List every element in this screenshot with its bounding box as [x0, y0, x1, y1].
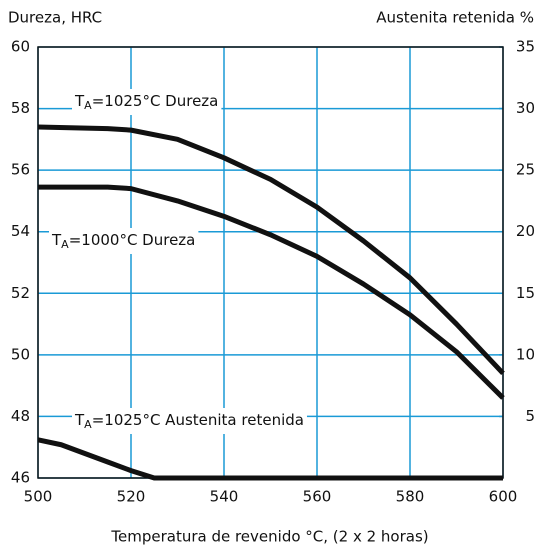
x-tick-label: 560 — [303, 488, 332, 506]
y-tick-label: 46 — [11, 469, 30, 487]
line — [37, 437, 503, 481]
annotation-bg — [49, 228, 199, 254]
x-axis-label: Temperatura de revenido °C, (2 x 2 horas… — [110, 528, 428, 546]
x-tick-label: 580 — [396, 488, 425, 506]
x-tick-label: 500 — [24, 488, 53, 506]
line — [37, 124, 505, 376]
y-tick-label: 52 — [11, 284, 30, 302]
y-tick-label: 48 — [11, 407, 30, 425]
y2-tick-label: 10 — [516, 345, 535, 363]
y2-tick-label: 15 — [516, 284, 535, 302]
y2-axis-label: Austenita retenida % — [376, 9, 534, 27]
series-label: TA=1025°C Austenita retenida — [74, 411, 304, 432]
y-tick-label: 54 — [11, 222, 30, 240]
y2-tick-label: 30 — [516, 99, 535, 117]
x-tick-label: 540 — [210, 488, 239, 506]
y2-tick-label: 25 — [516, 161, 535, 179]
annotation-bg — [72, 89, 222, 115]
y2-tick-label: 5 — [525, 407, 535, 425]
y-tick-label: 60 — [11, 38, 30, 56]
series-label: TA=1025°C Dureza — [74, 92, 218, 113]
y-tick-label: 58 — [11, 99, 30, 117]
y-tick-label: 50 — [11, 345, 30, 363]
line — [38, 184, 505, 400]
y-tick-label: 56 — [11, 161, 30, 179]
x-tick-label: 520 — [117, 488, 146, 506]
y-axis-label: Dureza, HRC — [8, 9, 102, 27]
series-label: TA=1000°C Dureza — [51, 231, 195, 252]
y2-tick-label: 20 — [516, 222, 535, 240]
x-tick-label: 600 — [489, 488, 518, 506]
y2-tick-label: 35 — [516, 38, 535, 56]
annotation-bg — [72, 408, 307, 434]
